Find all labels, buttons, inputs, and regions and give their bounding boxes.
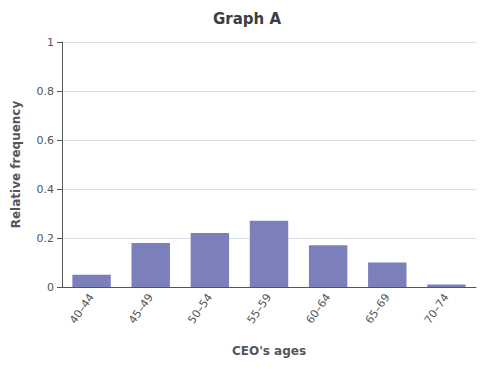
svg-text:CEO's ages: CEO's ages (232, 344, 306, 358)
svg-text:0.8: 0.8 (37, 85, 55, 98)
svg-text:60–64: 60–64 (304, 291, 334, 326)
svg-text:55–59: 55–59 (244, 291, 274, 326)
svg-text:45–49: 45–49 (126, 291, 156, 326)
svg-text:70–74: 70–74 (422, 291, 452, 326)
svg-text:0.6: 0.6 (37, 134, 55, 147)
svg-text:Relative frequency: Relative frequency (9, 101, 23, 229)
svg-text:40–44: 40–44 (67, 291, 97, 326)
svg-text:0: 0 (47, 281, 54, 294)
svg-text:50–54: 50–54 (185, 291, 215, 326)
svg-text:0.2: 0.2 (37, 232, 55, 245)
svg-text:0.4: 0.4 (37, 183, 55, 196)
svg-text:65–69: 65–69 (363, 291, 393, 326)
svg-text:1: 1 (47, 36, 54, 49)
svg-text:Graph A: Graph A (213, 10, 281, 28)
